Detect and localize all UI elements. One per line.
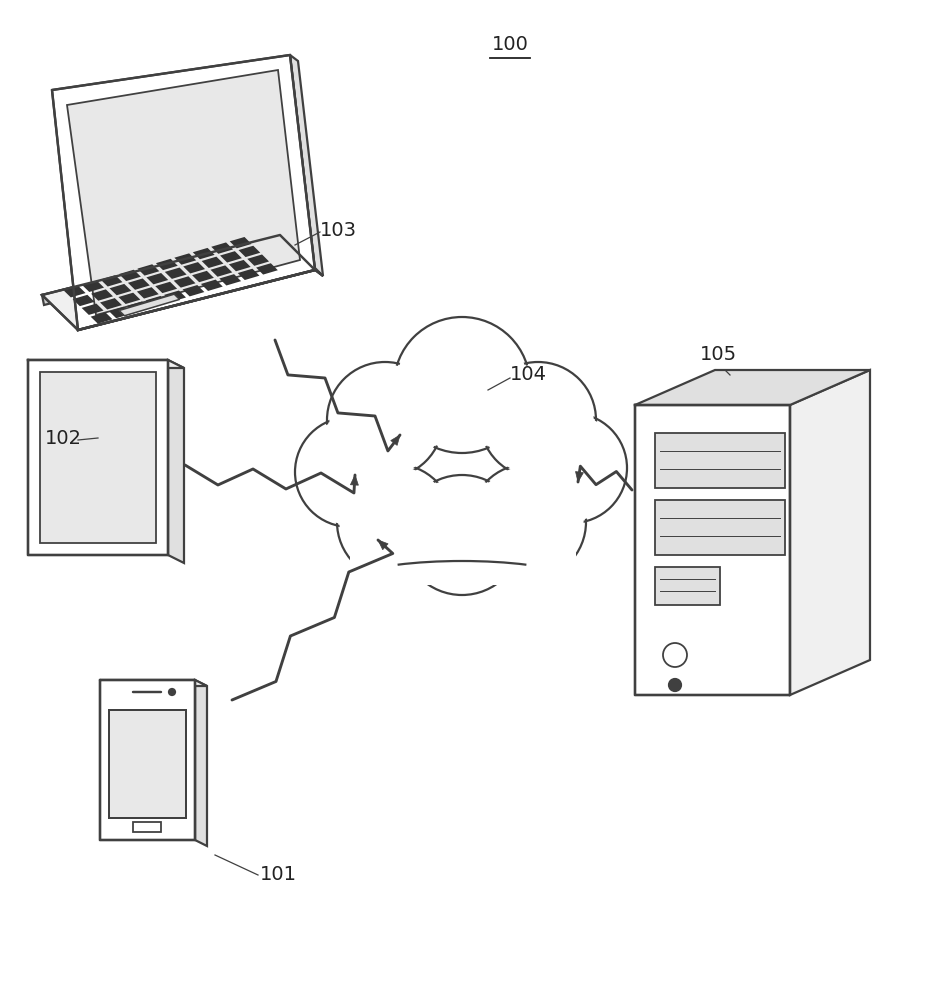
Polygon shape bbox=[52, 55, 315, 330]
Polygon shape bbox=[73, 295, 94, 306]
Polygon shape bbox=[91, 289, 113, 301]
Circle shape bbox=[169, 689, 175, 695]
Polygon shape bbox=[391, 435, 400, 445]
Polygon shape bbox=[183, 285, 204, 296]
Polygon shape bbox=[128, 278, 150, 290]
Polygon shape bbox=[229, 260, 251, 271]
Circle shape bbox=[330, 364, 441, 476]
Polygon shape bbox=[635, 370, 870, 405]
Polygon shape bbox=[210, 265, 233, 277]
Circle shape bbox=[663, 643, 687, 667]
Polygon shape bbox=[184, 262, 205, 273]
Polygon shape bbox=[82, 304, 104, 315]
Circle shape bbox=[394, 317, 530, 453]
Polygon shape bbox=[90, 312, 112, 324]
Circle shape bbox=[327, 362, 443, 478]
Polygon shape bbox=[100, 680, 195, 840]
Polygon shape bbox=[195, 680, 207, 846]
Polygon shape bbox=[119, 293, 140, 304]
Polygon shape bbox=[146, 273, 169, 284]
Polygon shape bbox=[137, 287, 158, 299]
Circle shape bbox=[298, 419, 402, 525]
Polygon shape bbox=[42, 235, 282, 305]
Polygon shape bbox=[220, 251, 242, 263]
Polygon shape bbox=[211, 242, 233, 254]
Polygon shape bbox=[165, 268, 187, 279]
Text: 100: 100 bbox=[492, 35, 528, 54]
Polygon shape bbox=[790, 370, 870, 695]
Polygon shape bbox=[256, 263, 278, 275]
Polygon shape bbox=[576, 472, 583, 482]
Polygon shape bbox=[127, 301, 149, 313]
Polygon shape bbox=[146, 296, 168, 307]
Polygon shape bbox=[100, 298, 122, 309]
Polygon shape bbox=[28, 360, 168, 555]
Text: 102: 102 bbox=[45, 428, 82, 448]
Bar bbox=[655, 500, 785, 555]
Polygon shape bbox=[174, 253, 196, 265]
Polygon shape bbox=[42, 235, 315, 330]
Circle shape bbox=[472, 466, 584, 578]
Polygon shape bbox=[173, 276, 196, 288]
Polygon shape bbox=[67, 70, 300, 315]
Polygon shape bbox=[40, 372, 156, 543]
Polygon shape bbox=[109, 710, 186, 818]
Circle shape bbox=[669, 679, 681, 691]
Polygon shape bbox=[230, 237, 252, 248]
Circle shape bbox=[519, 415, 625, 521]
Polygon shape bbox=[248, 254, 269, 266]
Circle shape bbox=[480, 362, 596, 478]
Polygon shape bbox=[156, 259, 178, 270]
Text: 101: 101 bbox=[260, 865, 297, 884]
Circle shape bbox=[397, 319, 528, 451]
Text: 103: 103 bbox=[320, 221, 357, 239]
Polygon shape bbox=[219, 274, 241, 285]
Polygon shape bbox=[100, 680, 207, 686]
Circle shape bbox=[402, 475, 522, 595]
Polygon shape bbox=[119, 270, 141, 281]
Circle shape bbox=[295, 417, 405, 527]
Bar bbox=[350, 520, 576, 585]
Circle shape bbox=[339, 466, 450, 578]
Polygon shape bbox=[192, 271, 214, 282]
Polygon shape bbox=[290, 55, 323, 276]
Polygon shape bbox=[119, 294, 180, 316]
Polygon shape bbox=[635, 405, 790, 695]
Bar bbox=[655, 567, 720, 605]
Polygon shape bbox=[64, 286, 86, 297]
Bar bbox=[655, 433, 785, 488]
Polygon shape bbox=[82, 281, 104, 292]
Polygon shape bbox=[101, 275, 122, 287]
Bar bbox=[133, 822, 161, 832]
Polygon shape bbox=[280, 235, 323, 276]
Polygon shape bbox=[109, 307, 131, 318]
Polygon shape bbox=[238, 246, 260, 257]
Polygon shape bbox=[138, 264, 159, 276]
Circle shape bbox=[470, 464, 586, 580]
Text: 104: 104 bbox=[510, 365, 547, 384]
Polygon shape bbox=[201, 280, 222, 291]
Polygon shape bbox=[168, 360, 184, 563]
Polygon shape bbox=[155, 282, 177, 293]
Circle shape bbox=[482, 364, 593, 476]
Polygon shape bbox=[164, 290, 186, 302]
Polygon shape bbox=[350, 475, 358, 485]
Text: 105: 105 bbox=[700, 346, 738, 364]
Polygon shape bbox=[202, 257, 223, 268]
Circle shape bbox=[404, 477, 520, 593]
Circle shape bbox=[337, 464, 453, 580]
Polygon shape bbox=[109, 284, 131, 295]
Polygon shape bbox=[28, 360, 184, 368]
Polygon shape bbox=[378, 540, 388, 550]
Polygon shape bbox=[237, 269, 259, 280]
Polygon shape bbox=[193, 248, 215, 259]
Circle shape bbox=[517, 413, 627, 523]
